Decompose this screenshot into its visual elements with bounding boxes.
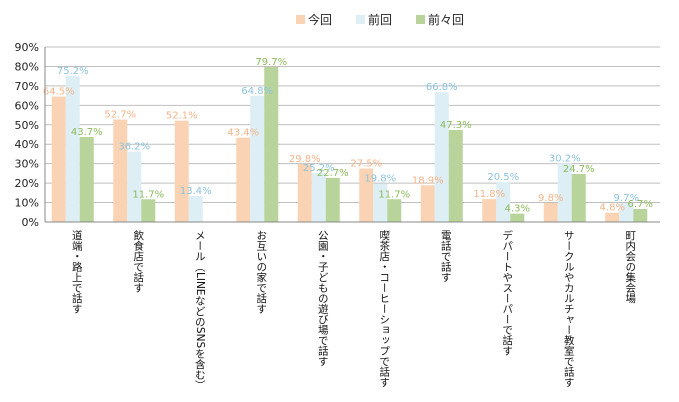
bars bbox=[51, 67, 648, 223]
data-label: 11.7% bbox=[378, 189, 410, 200]
y-tick-label: 70% bbox=[15, 80, 39, 93]
category-label: 飲食店で話す bbox=[132, 229, 144, 293]
y-tick-label: 80% bbox=[15, 60, 39, 73]
bar-8-0 bbox=[543, 202, 558, 222]
y-tick-label: 30% bbox=[15, 158, 39, 171]
bar-4-0 bbox=[297, 164, 312, 222]
data-label: 43.4% bbox=[227, 128, 259, 139]
y-tick-label: 0% bbox=[22, 216, 39, 229]
category-label: デパートやスーパーで話す bbox=[501, 229, 513, 356]
y-tick-label: 60% bbox=[15, 99, 39, 112]
legend-swatch bbox=[296, 15, 305, 24]
bar-5-1 bbox=[373, 183, 388, 222]
data-label: 30.2% bbox=[549, 153, 581, 164]
bar-1-0 bbox=[113, 119, 128, 222]
bar-9-0 bbox=[605, 212, 620, 222]
y-tick-label: 20% bbox=[15, 177, 39, 190]
bar-7-0 bbox=[482, 199, 497, 222]
category-label: 町内会の集会場 bbox=[624, 230, 636, 304]
legend-label: 今回 bbox=[308, 12, 332, 27]
bar-0-1 bbox=[65, 75, 80, 223]
y-tick-label: 40% bbox=[15, 138, 39, 151]
data-label: 27.5% bbox=[350, 159, 382, 170]
bar-3-1 bbox=[250, 96, 265, 222]
axes bbox=[44, 47, 660, 223]
bar-5-2 bbox=[387, 199, 402, 222]
bar-3-2 bbox=[264, 67, 279, 223]
category-labels: 道端・路上で話す 飲食店で話す メール（LINEなどのSNSを含む） お互いの家で話す… bbox=[71, 229, 637, 390]
legend: 今回 前回 前々回 bbox=[296, 12, 464, 27]
data-label: 66.8% bbox=[426, 82, 458, 93]
bar-5-0 bbox=[359, 168, 374, 222]
category-label: お互いの家で話す bbox=[255, 230, 267, 314]
bar-9-2 bbox=[633, 208, 648, 222]
data-label: 43.7% bbox=[71, 127, 103, 138]
data-label: 9.8% bbox=[538, 193, 563, 204]
data-label: 29.8% bbox=[289, 154, 321, 165]
bar-8-2 bbox=[571, 173, 586, 222]
bar-9-1 bbox=[619, 203, 634, 222]
data-label: 6.7% bbox=[628, 199, 653, 210]
legend-label: 前回 bbox=[368, 12, 392, 27]
data-label: 52.7% bbox=[104, 110, 136, 121]
bar-2-1 bbox=[188, 195, 203, 222]
legend-label: 前々回 bbox=[428, 12, 464, 27]
category-label: 公園・子どもの遊び場で話す bbox=[317, 230, 329, 367]
category-label: 電話で話す bbox=[440, 230, 452, 283]
data-label: 4.3% bbox=[505, 204, 530, 215]
bar-4-1 bbox=[311, 173, 326, 222]
data-label: 9.7% bbox=[614, 193, 639, 204]
bar-2-0 bbox=[174, 120, 189, 222]
bar-1-1 bbox=[127, 151, 142, 222]
category-label: サークルやカルチャー教室で話す bbox=[563, 230, 575, 388]
bar-7-2 bbox=[510, 213, 525, 222]
data-label: 22.7% bbox=[317, 168, 349, 179]
data-label: 24.7% bbox=[563, 164, 595, 175]
bar-0-0 bbox=[51, 96, 66, 222]
data-label: 11.8% bbox=[473, 189, 505, 200]
bar-6-0 bbox=[420, 185, 435, 222]
category-label: 喫茶店・コーヒーショップで話す bbox=[378, 230, 390, 388]
data-label: 18.9% bbox=[412, 175, 444, 186]
gridlines bbox=[45, 46, 660, 204]
data-label: 79.7% bbox=[255, 57, 287, 68]
bar-7-1 bbox=[496, 182, 511, 222]
y-tick-label: 50% bbox=[15, 119, 39, 132]
bar-6-1 bbox=[434, 92, 449, 222]
data-label: 13.4% bbox=[180, 186, 212, 197]
y-tick-label: 10% bbox=[15, 197, 39, 210]
data-label: 20.5% bbox=[487, 172, 519, 183]
data-label: 19.8% bbox=[364, 174, 396, 185]
data-label: 25.2% bbox=[303, 163, 335, 174]
bar-4-2 bbox=[325, 177, 340, 222]
data-label: 11.7% bbox=[132, 189, 164, 200]
data-label: 47.3% bbox=[440, 120, 472, 131]
category-label: 道端・路上で話す bbox=[71, 229, 83, 314]
data-label: 75.2% bbox=[57, 66, 89, 77]
bar-0-2 bbox=[79, 137, 94, 222]
data-label: 64.5% bbox=[43, 87, 75, 98]
legend-swatch bbox=[416, 15, 425, 24]
y-axis-ticks: 0% 10% 20% 30% 40% 50% 60% 70% 80% 90% bbox=[15, 41, 39, 229]
y-tick-label: 90% bbox=[15, 41, 39, 54]
data-label: 4.8% bbox=[600, 203, 625, 214]
bar-3-0 bbox=[236, 137, 251, 222]
category-label: メール（LINEなどのSNSを含む） bbox=[194, 230, 206, 390]
bar-1-2 bbox=[141, 199, 156, 222]
data-labels: 64.5% 75.2% 43.7%52.7% 36.2% 11.7% 52.1% 13.4%… bbox=[43, 57, 653, 215]
legend-swatch bbox=[356, 15, 365, 24]
data-label: 64.8% bbox=[241, 86, 273, 97]
bar-8-1 bbox=[557, 163, 572, 222]
data-label: 52.1% bbox=[166, 111, 198, 122]
data-label: 36.2% bbox=[118, 142, 150, 153]
bar-6-2 bbox=[448, 130, 463, 222]
